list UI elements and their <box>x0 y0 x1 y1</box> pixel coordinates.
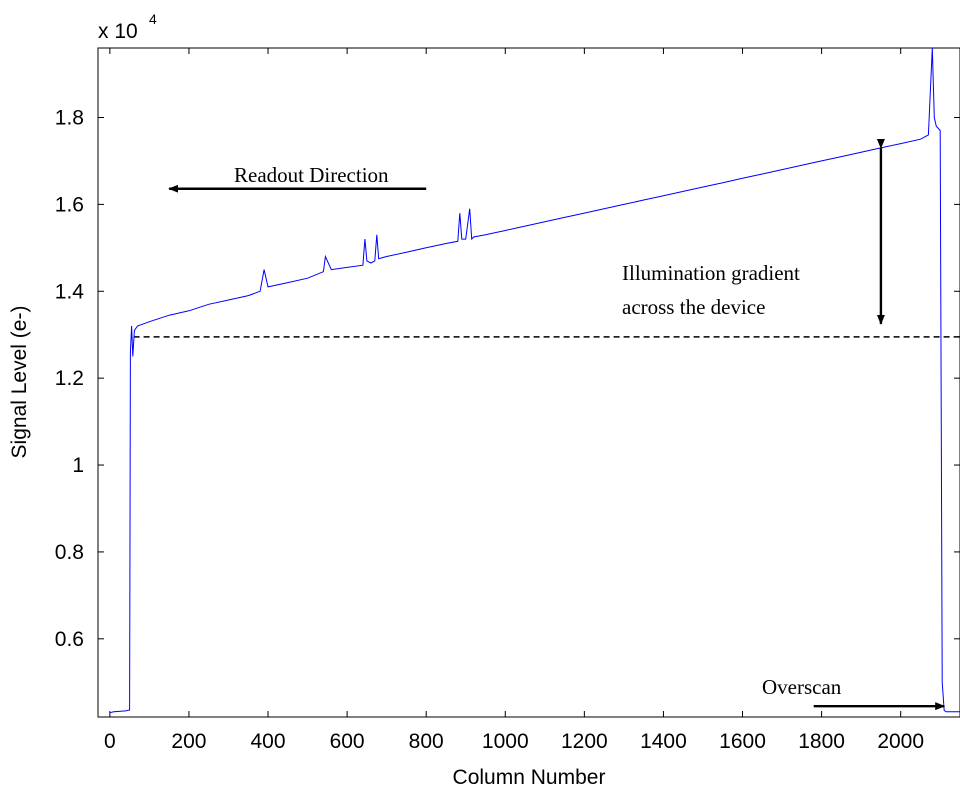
y-tick-label: 1.4 <box>55 280 85 303</box>
x-tick-label: 1800 <box>798 730 845 753</box>
gradient-label-line-2: across the device <box>622 295 765 319</box>
x-axis-label: Column Number <box>453 766 606 789</box>
plot-area-frame <box>97 47 960 718</box>
readout-direction-label: Readout Direction <box>234 163 389 187</box>
gradient-label-line-1: Illumination gradient <box>622 261 800 285</box>
signal-series-line <box>109 47 960 714</box>
y-tick-label: 1 <box>72 454 84 477</box>
x-tick-label: 1200 <box>561 730 608 753</box>
y-axis-ticks: 0.6 0.8 1 1.2 1.4 1.6 1.8 <box>55 107 960 651</box>
x-axis-ticks: 0 200 400 600 800 1000 1200 1400 1600 1800 2000 <box>104 48 924 753</box>
y-tick-label: 0.6 <box>55 628 84 651</box>
x-tick-label: 400 <box>251 730 286 753</box>
y-tick-label: 1.2 <box>55 367 84 390</box>
x-tick-label: 0 <box>104 730 116 753</box>
x-tick-label: 1600 <box>719 730 766 753</box>
y-exponent-base: x 10 <box>98 20 138 43</box>
x-tick-label: 1000 <box>482 730 529 753</box>
y-tick-label: 1.8 <box>55 107 84 130</box>
y-tick-label: 0.8 <box>55 541 84 564</box>
x-tick-label: 2000 <box>877 730 924 753</box>
y-axis-label: Signal Level (e-) <box>8 306 31 459</box>
y-exponent-power: 4 <box>149 11 157 27</box>
x-tick-label: 200 <box>171 730 206 753</box>
overscan-label: Overscan <box>762 675 842 699</box>
y-tick-label: 1.6 <box>55 193 84 216</box>
x-tick-label: 600 <box>330 730 365 753</box>
x-tick-label: 800 <box>409 730 444 753</box>
x-tick-label: 1400 <box>640 730 687 753</box>
